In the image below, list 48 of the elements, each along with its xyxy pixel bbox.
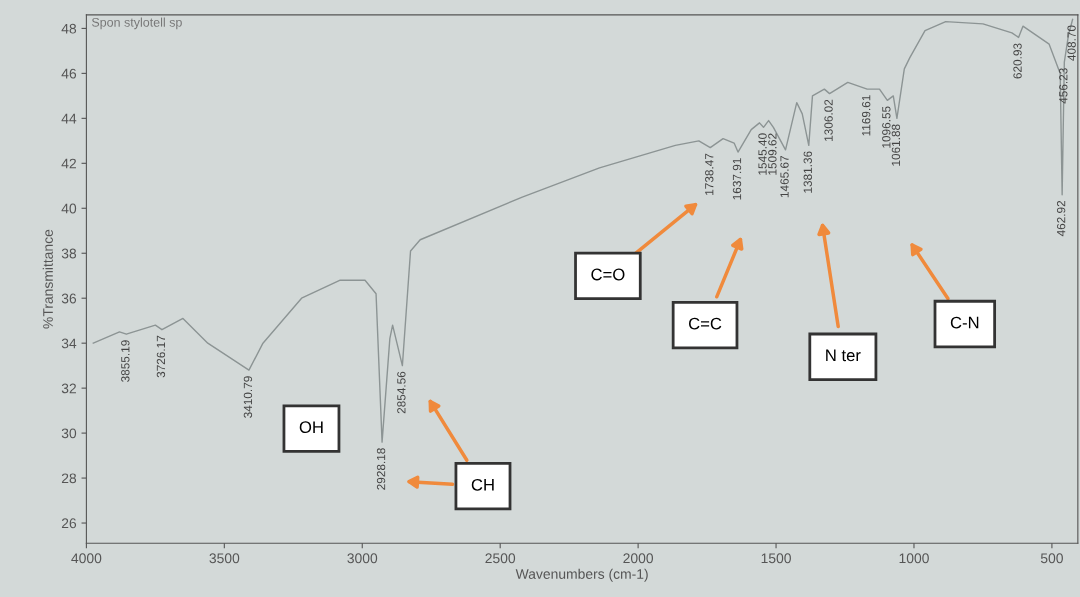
annotation: 1545.40 xyxy=(758,133,767,175)
annotation: N ter xyxy=(826,349,861,362)
x-tick-label: 3500 xyxy=(209,553,240,564)
x-axis-title: Wavenumbers (cm-1) xyxy=(515,568,648,582)
annotation: 3410.79 xyxy=(243,376,253,418)
x-tick-label: 2000 xyxy=(623,553,654,564)
y-tick-label: 40 xyxy=(61,203,77,214)
y-tick-label: 44 xyxy=(61,113,77,124)
annotation: CH xyxy=(471,478,494,491)
y-axis-title: %Transmittance xyxy=(42,229,53,329)
y-tick-label: 28 xyxy=(61,473,77,484)
annotation: 1096.55 xyxy=(882,106,891,148)
y-tick-label: 30 xyxy=(61,428,77,439)
y-tick-label: 26 xyxy=(61,518,77,529)
y-tick-label: 32 xyxy=(61,383,76,394)
y-tick-label: 34 xyxy=(61,338,77,349)
annotation: C=O xyxy=(591,268,625,281)
annotation: 3855.19 xyxy=(121,340,130,382)
x-tick-label: 2500 xyxy=(485,553,516,564)
annotation: 1306.02 xyxy=(824,99,833,141)
annotation: C=C xyxy=(689,317,722,330)
annotation: 1381.36 xyxy=(803,151,812,193)
annotation: 1465.67 xyxy=(780,155,789,198)
annotation: C-N xyxy=(950,316,979,329)
x-tick-label: 1000 xyxy=(899,553,929,564)
x-tick-label: 500 xyxy=(1040,553,1063,564)
annotation: 462.92 xyxy=(1056,200,1066,237)
annotation: 1509.62 xyxy=(768,133,777,175)
annotation: OH xyxy=(299,421,323,434)
annotation: 3726.17 xyxy=(156,335,166,378)
x-tick-label: 3000 xyxy=(347,553,378,564)
chart-title: Spon stylotell sp xyxy=(91,17,182,30)
annotation: 1169.61 xyxy=(862,95,871,136)
y-tick-label: 38 xyxy=(61,248,77,259)
annotation: 456.23 xyxy=(1059,68,1068,104)
annotation: 620.93 xyxy=(1013,43,1022,79)
annotation: 1738.47 xyxy=(705,153,714,195)
x-tick-label: 4000 xyxy=(71,553,102,564)
y-tick-label: 42 xyxy=(61,158,76,169)
y-tick-label: 36 xyxy=(61,293,77,304)
annotation: 408.70 xyxy=(1067,25,1076,61)
annotation: 1061.88 xyxy=(891,124,901,166)
annotation: 2854.56 xyxy=(397,371,406,414)
x-tick-label: 1500 xyxy=(761,553,791,564)
y-tick-label: 48 xyxy=(61,23,77,34)
annotation: 2928.18 xyxy=(376,448,386,490)
annotation: 1637.91 xyxy=(732,158,742,200)
y-tick-label: 46 xyxy=(61,68,77,79)
